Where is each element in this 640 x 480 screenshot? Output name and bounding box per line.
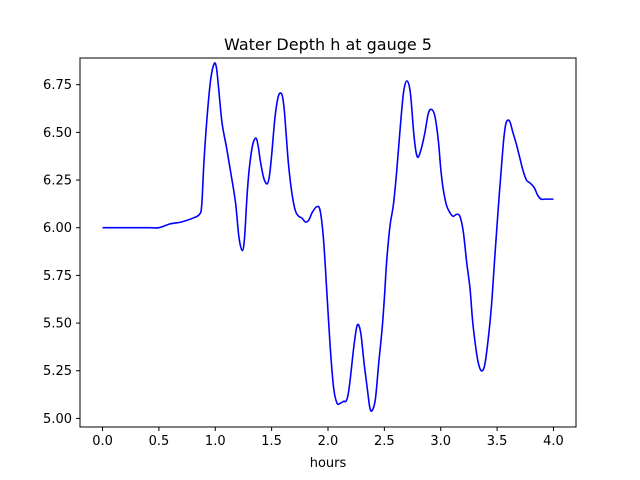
chart-title: Water Depth h at gauge 5 [224,35,432,54]
y-tick-label: 5.25 [43,364,72,379]
x-tick-label: 4.0 [543,434,564,449]
y-tick-label: 5.00 [43,412,72,427]
series-line-0 [102,62,554,413]
x-tick-label: 1.0 [205,434,226,449]
y-tick-label: 6.50 [43,126,72,141]
x-tick-label: 3.0 [430,434,451,449]
x-tick-label: 0.5 [149,434,170,449]
x-tick-label: 3.5 [487,434,508,449]
x-tick-label: 1.5 [261,434,282,449]
y-tick-label: 6.75 [43,78,72,93]
y-tick-label: 5.50 [43,317,72,332]
y-tick-label: 6.00 [43,221,72,236]
x-tick-label: 2.0 [318,434,339,449]
y-axis: 5.00 5.25 5.50 5.75 6.00 6.25 6.50 6.75 [43,78,80,427]
x-axis: 0.0 0.5 1.0 1.5 2.0 2.5 3.0 3.5 4.0 [92,427,564,449]
y-tick-label: 5.75 [43,269,72,284]
x-tick-label: 0.0 [92,434,113,449]
x-axis-label: hours [310,456,347,471]
x-tick-label: 2.5 [374,434,395,449]
y-tick-label: 6.25 [43,174,72,189]
series-layer [102,62,554,413]
